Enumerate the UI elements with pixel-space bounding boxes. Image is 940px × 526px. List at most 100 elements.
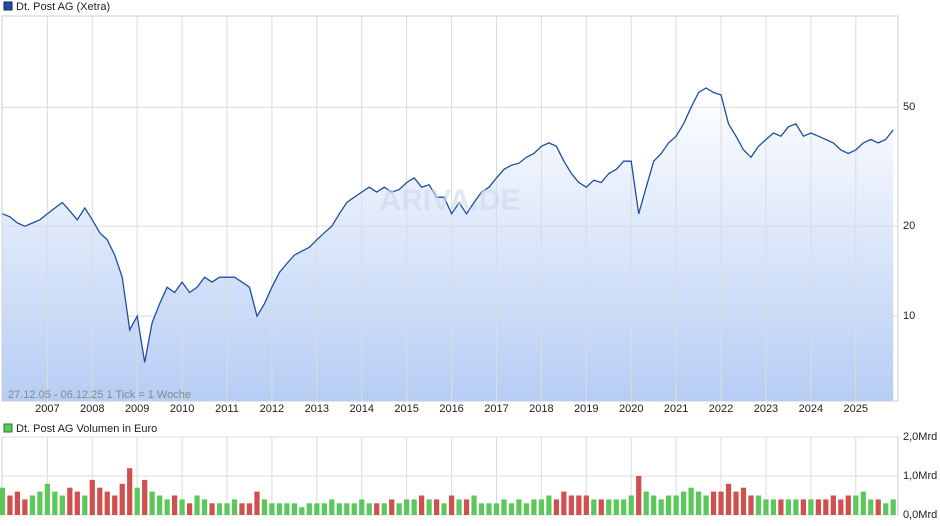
volume-bar xyxy=(389,499,395,515)
volume-bar xyxy=(164,499,170,515)
volume-bar xyxy=(546,495,552,515)
volume-bar xyxy=(231,499,238,515)
y-tick-label: 0,0Mrd xyxy=(903,509,937,521)
volume-bar xyxy=(284,503,290,515)
x-tick-label: 2012 xyxy=(260,403,284,415)
volume-bar xyxy=(404,499,410,515)
x-tick-label: 2011 xyxy=(215,403,239,415)
volume-bar xyxy=(14,491,21,515)
y-tick-label: 50 xyxy=(903,101,915,113)
volume-bar xyxy=(261,499,268,515)
volume-bar xyxy=(224,503,230,515)
volume-bar xyxy=(44,483,50,515)
volume-bar xyxy=(553,499,559,515)
volume-bar xyxy=(119,483,125,515)
watermark: ARIVA.DE xyxy=(379,184,520,217)
volume-bar xyxy=(493,503,500,515)
volume-bar xyxy=(501,499,507,515)
volume-bar xyxy=(97,487,103,515)
y-tick-label: 10 xyxy=(903,310,915,322)
volume-bar xyxy=(112,495,118,515)
volume-bar xyxy=(486,503,492,515)
volume-bar xyxy=(336,503,342,515)
x-tick-label: 2009 xyxy=(125,403,149,415)
legend-swatch xyxy=(3,423,13,433)
volume-bar xyxy=(179,499,185,515)
volume-bar xyxy=(239,503,245,515)
volume-bar xyxy=(815,499,821,515)
volume-bar xyxy=(299,507,305,515)
volume-bar xyxy=(568,495,574,515)
volume-bar xyxy=(22,499,28,515)
volume-bar xyxy=(770,499,777,515)
volume-bar xyxy=(531,499,537,515)
volume-bar xyxy=(67,487,73,515)
volume-bar xyxy=(666,495,672,515)
x-tick-label: 2014 xyxy=(350,403,374,415)
volume-bar xyxy=(688,487,694,515)
volume-bar xyxy=(725,483,732,515)
volume-bar xyxy=(321,503,327,515)
volume-bar xyxy=(658,499,664,515)
volume-bar xyxy=(127,468,133,515)
volume-bar xyxy=(890,499,896,515)
x-tick-label: 2007 xyxy=(35,403,59,415)
volume-bar xyxy=(374,503,380,515)
volume-bar xyxy=(434,499,440,515)
volume-bar xyxy=(426,499,432,515)
volume-bar xyxy=(351,503,357,515)
volume-bar xyxy=(89,479,95,515)
x-tick-label: 2020 xyxy=(619,403,643,415)
volume-bar xyxy=(591,499,597,515)
volume-bar xyxy=(538,499,545,515)
volume-bar xyxy=(883,503,889,515)
volume-bar xyxy=(695,491,702,515)
price-area xyxy=(2,88,894,401)
x-tick-label: 2019 xyxy=(574,403,598,415)
volume-bar xyxy=(785,499,792,515)
volume-bar xyxy=(314,503,320,515)
volume-bar xyxy=(733,491,739,515)
volume-bar xyxy=(463,499,470,515)
volume-bar xyxy=(254,491,260,515)
x-tick-label: 2022 xyxy=(709,403,733,415)
x-tick-label: 2017 xyxy=(484,403,508,415)
volume-bar xyxy=(52,491,58,515)
volume-bar xyxy=(471,495,477,515)
volume-bar xyxy=(134,487,140,515)
volume-bar xyxy=(29,495,36,515)
volume-bar xyxy=(306,503,312,515)
volume-bar xyxy=(448,495,455,515)
legend-label: Dt. Post AG Volumen in Euro xyxy=(16,423,157,435)
legend-label: Dt. Post AG (Xetra) xyxy=(16,1,110,13)
volume-bar xyxy=(606,499,612,515)
volume-bar xyxy=(344,503,350,515)
volume-bar xyxy=(673,495,679,515)
y-tick-label: 2,0Mrd xyxy=(903,431,937,443)
volume-bar xyxy=(860,491,866,515)
y-tick-label: 1,0Mrd xyxy=(903,470,937,482)
volume-bar xyxy=(201,499,208,515)
volume-bar xyxy=(194,495,200,515)
volume-bar xyxy=(419,495,425,515)
volume-bar xyxy=(853,495,859,515)
x-tick-label: 2025 xyxy=(844,403,868,415)
volume-bar xyxy=(740,487,747,515)
x-tick-label: 2010 xyxy=(170,403,194,415)
volume-bar xyxy=(381,503,387,515)
volume-bar xyxy=(793,499,799,515)
volume-bar xyxy=(621,499,627,515)
volume-bar xyxy=(366,503,372,515)
volume-bar xyxy=(823,499,829,515)
volume-bar xyxy=(598,499,604,515)
volume-bar xyxy=(216,503,223,515)
volume-bar xyxy=(74,491,80,515)
volume-bar xyxy=(269,503,275,515)
volume-bar xyxy=(628,495,634,515)
subtitle: 27.12.05 - 06.12.25 1 Tick = 1 Woche xyxy=(8,389,191,401)
volume-bar xyxy=(710,491,717,515)
volume-bar xyxy=(651,495,657,515)
volume-bar xyxy=(104,491,110,515)
x-tick-label: 2015 xyxy=(394,403,418,415)
